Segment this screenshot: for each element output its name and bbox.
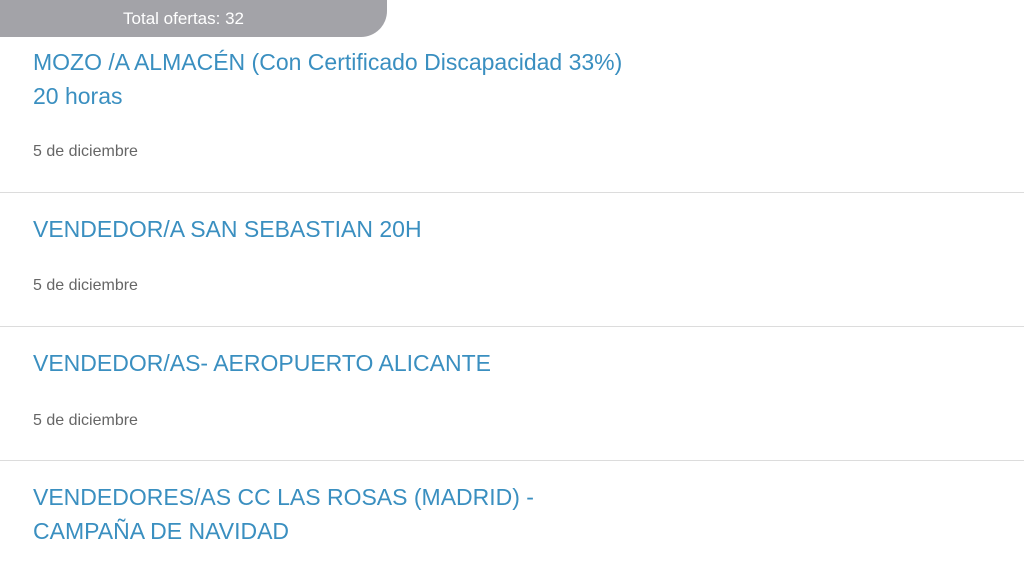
offer-date: 5 de diciembre (33, 277, 138, 294)
offer-title[interactable]: VENDEDOR/A SAN SEBASTIAN 20H (33, 216, 422, 242)
offer-date: 5 de diciembre (33, 143, 138, 160)
offer-title[interactable]: VENDEDOR/AS- AEROPUERTO ALICANTE (33, 350, 491, 376)
offer-subtitle: CAMPAÑA DE NAVIDAD (33, 518, 290, 544)
total-offers-banner: Total ofertas: 32 (0, 0, 387, 37)
offer-item[interactable]: MOZO /A ALMACÉN (Con Certificado Discapa… (0, 0, 1024, 193)
offer-item[interactable]: VENDEDOR/AS- AEROPUERTO ALICANTE 5 de di… (0, 327, 1024, 461)
offer-date: 5 de diciembre (33, 412, 138, 429)
offer-title[interactable]: MOZO /A ALMACÉN (Con Certificado Discapa… (33, 49, 623, 75)
offer-item[interactable]: VENDEDOR/A SAN SEBASTIAN 20H 5 de diciem… (0, 193, 1024, 327)
offer-title[interactable]: VENDEDORES/AS CC LAS ROSAS (MADRID) - (33, 484, 534, 510)
offer-subtitle: 20 horas (33, 83, 123, 109)
offer-item[interactable]: VENDEDORES/AS CC LAS ROSAS (MADRID) - CA… (0, 461, 1024, 576)
